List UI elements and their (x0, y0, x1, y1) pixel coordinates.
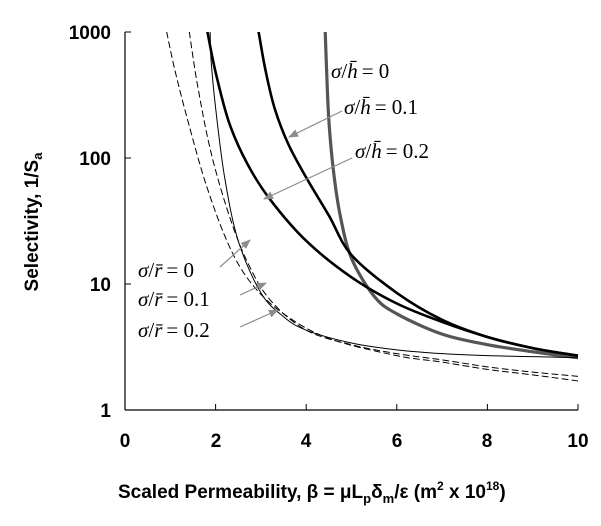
x-tick-label: 8 (482, 431, 493, 452)
x-tick-label: 4 (301, 431, 312, 452)
x-tick-label: 0 (120, 431, 131, 452)
series-line-4 (188, 32, 578, 377)
series-line-2 (206, 32, 578, 357)
x-tick-label: 10 (567, 431, 588, 452)
annotation-arrows (219, 110, 353, 328)
arrow-r-0.1 (239, 282, 267, 296)
y-axis-title: Selectivity, 1/Sa (22, 152, 45, 292)
arrow-r-0 (219, 239, 251, 268)
y-tick-label: 1 (100, 401, 111, 422)
annotation-h-0: σ/h̄ = 0 (331, 59, 389, 83)
annotation-h-0.1: σ/h̄ = 0.1 (344, 95, 418, 119)
series-line-3 (209, 32, 578, 359)
series-layer (166, 32, 578, 382)
arrow-r-0.2 (239, 309, 279, 328)
series-line-1 (257, 32, 578, 357)
annotation-r-0.1: σ/r̄ = 0.1 (138, 287, 210, 311)
y-tick-label: 10 (90, 275, 111, 296)
arrow-h-0.1 (288, 110, 343, 138)
x-tick-label: 2 (211, 431, 222, 452)
arrow-h-0.2 (263, 157, 353, 200)
y-tick-label: 100 (79, 149, 111, 170)
series-line-0 (323, 32, 578, 360)
x-tick-label: 6 (392, 431, 403, 452)
y-tick-label: 1000 (69, 23, 111, 44)
annotation-r-0: σ/r̄ = 0 (138, 258, 194, 282)
series-line-5 (166, 32, 578, 382)
x-axis-title: Scaled Permeability, β = μLpδm/ε (m2 x 1… (118, 479, 506, 506)
tick-marks (124, 31, 579, 411)
annotation-r-0.2: σ/r̄ = 0.2 (138, 318, 210, 342)
annotation-h-0.2: σ/h̄ = 0.2 (355, 139, 429, 163)
